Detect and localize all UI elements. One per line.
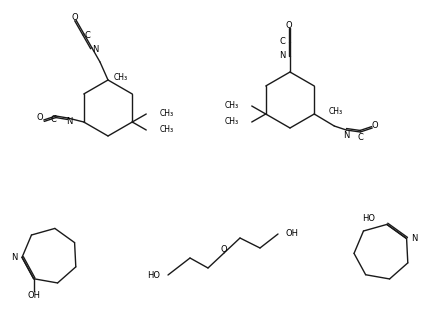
Text: CH₃: CH₃ bbox=[225, 101, 239, 110]
Text: C: C bbox=[357, 133, 363, 142]
Text: C: C bbox=[279, 38, 285, 47]
Text: C: C bbox=[51, 114, 57, 123]
Text: HO: HO bbox=[147, 271, 160, 280]
Text: CH₃: CH₃ bbox=[159, 125, 174, 134]
Text: CH₃: CH₃ bbox=[328, 107, 342, 115]
Text: N: N bbox=[67, 118, 73, 126]
Text: O: O bbox=[36, 113, 43, 122]
Text: O: O bbox=[286, 20, 292, 29]
Text: N: N bbox=[11, 253, 17, 262]
Text: CH₃: CH₃ bbox=[114, 73, 128, 82]
Text: O: O bbox=[372, 122, 379, 131]
Text: N: N bbox=[343, 131, 349, 140]
Text: C: C bbox=[84, 31, 90, 40]
Text: N: N bbox=[92, 45, 98, 54]
Text: N: N bbox=[412, 234, 418, 243]
Text: OH: OH bbox=[285, 229, 298, 238]
Text: O: O bbox=[221, 245, 227, 253]
Text: O: O bbox=[72, 13, 78, 21]
Text: CH₃: CH₃ bbox=[225, 118, 239, 126]
Text: CH₃: CH₃ bbox=[159, 110, 174, 119]
Text: HO: HO bbox=[362, 214, 375, 223]
Text: OH: OH bbox=[27, 291, 40, 300]
Text: N: N bbox=[279, 52, 285, 61]
